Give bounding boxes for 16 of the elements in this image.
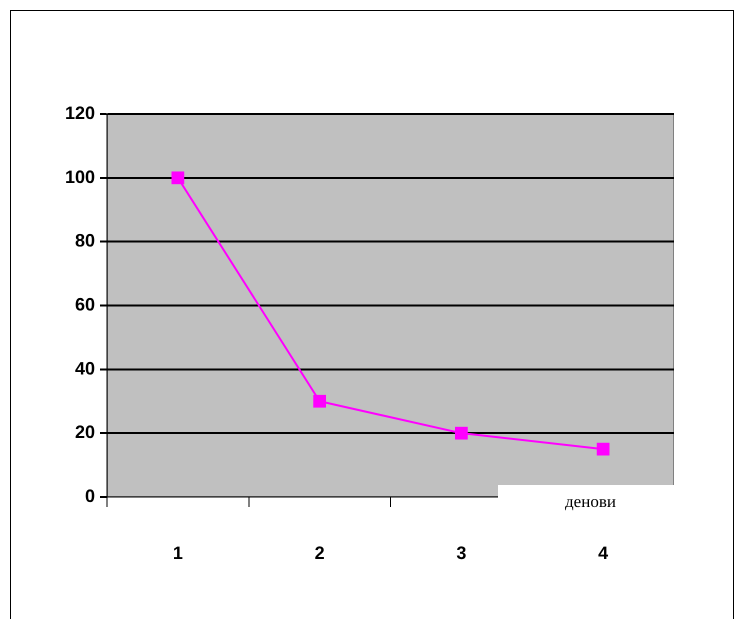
x-tick-label: 1 <box>172 542 183 563</box>
y-tick-label: 120 <box>64 102 95 123</box>
x-tick-label: 3 <box>456 542 466 563</box>
point <box>172 171 184 184</box>
x-tick-label: 2 <box>314 542 325 563</box>
y-tick-label: 40 <box>74 358 95 378</box>
x-tick-label: 4 <box>598 542 608 563</box>
x-axis-title: денови <box>565 492 616 511</box>
y-tick-label: 0 <box>84 486 95 506</box>
y-tick-label: 20 <box>74 422 95 442</box>
point <box>455 426 468 440</box>
y-tick-label: 100 <box>64 166 95 187</box>
y-tick-label: 80 <box>74 230 95 251</box>
y-tick-label: 60 <box>74 294 95 314</box>
point <box>313 394 326 408</box>
point <box>596 442 610 456</box>
